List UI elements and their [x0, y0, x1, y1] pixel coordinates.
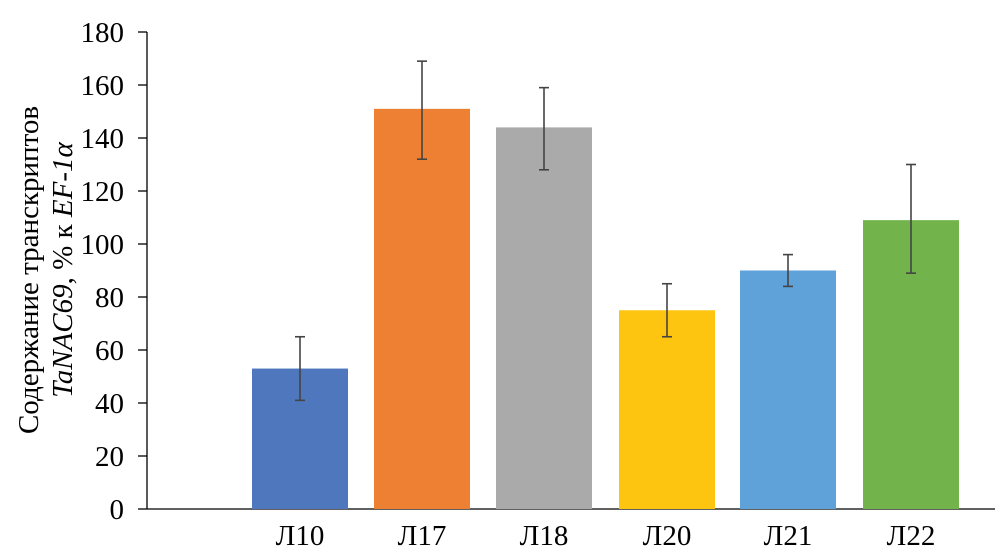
unit-text: , % к	[47, 217, 79, 284]
x-tick-label: Л22	[887, 520, 936, 552]
y-tick-label: 160	[81, 70, 125, 102]
error-bar	[295, 335, 305, 402]
y-axis-label: Содержание транскриптов TaNAC69, % к EF-1…	[13, 106, 79, 434]
y-tick-label: 60	[95, 335, 124, 367]
y-tick-label: 80	[95, 282, 124, 314]
error-bar	[539, 86, 549, 171]
bar	[374, 108, 470, 509]
reference-gene-name: EF-1α	[47, 142, 79, 219]
bar	[496, 127, 592, 510]
bars	[252, 108, 959, 510]
y-axis-label-line1: Содержание транскриптов	[13, 106, 45, 434]
y-axis-label-line2: TaNAC69, % к EF-1α	[47, 142, 79, 398]
y-tick-label: 20	[95, 441, 124, 473]
y-tick-label: 140	[81, 123, 125, 155]
bar	[740, 270, 836, 509]
error-bar	[783, 253, 793, 288]
x-tick-label: Л21	[764, 520, 813, 552]
y-tick-label: 100	[81, 229, 125, 261]
error-bars	[295, 60, 916, 402]
error-bar	[662, 282, 672, 338]
y-tick-label: 0	[110, 494, 125, 526]
x-tick-label: Л18	[520, 520, 569, 552]
x-ticks: Л10 Л17 Л18 Л20 Л21 Л22	[276, 520, 936, 552]
x-tick-label: Л10	[276, 520, 325, 552]
error-bar	[906, 163, 916, 274]
error-bar	[417, 60, 427, 160]
x-tick-label: Л17	[398, 520, 447, 552]
x-tick-label: Л20	[643, 520, 692, 552]
y-tick-label: 180	[81, 17, 125, 49]
y-ticks: 0 20 40 60 80 100 120 140 160 180	[81, 17, 147, 526]
y-tick-label: 120	[81, 176, 125, 208]
bar	[619, 310, 715, 509]
y-tick-label: 40	[95, 388, 124, 420]
gene-name: TaNAC69	[47, 284, 79, 398]
